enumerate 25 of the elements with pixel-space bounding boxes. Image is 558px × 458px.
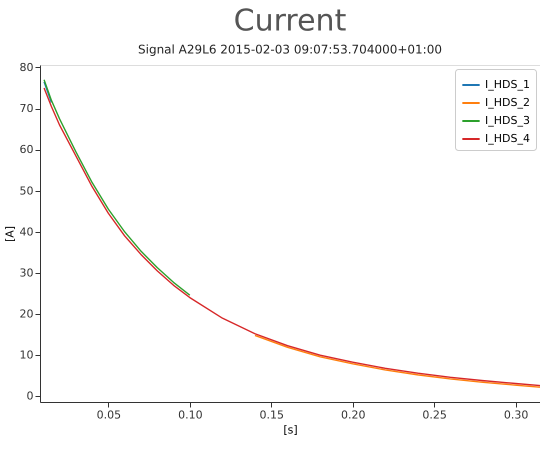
y-axis-title: [A] [4,226,17,242]
x-tick-label: 0.10 [178,408,203,422]
x-tick-label: 0.05 [96,408,122,422]
y-tick-label: 80 [20,60,34,74]
chart-subtitle: Signal A29L6 2015-02-03 09:07:53.704000+01:00 [138,42,442,56]
y-tick-label: 50 [20,184,34,198]
legend-label: I_HDS_2 [485,96,530,109]
x-tick-label: 0.20 [340,408,366,422]
y-tick-label: 30 [20,266,34,280]
chart-title: Current [234,3,347,38]
x-tick-label: 0.30 [504,408,528,422]
y-tick-label: 60 [20,143,34,156]
x-tick-label: 0.15 [260,408,284,422]
line-series [254,334,540,388]
y-tick-label: 70 [20,102,34,116]
y-tick-label: 0 [26,390,34,403]
y-tick-label: 10 [20,348,34,362]
x-axis-title: [s] [283,424,298,436]
x-tick-label: 0.25 [422,408,447,422]
y-tick-label: 20 [20,308,34,321]
legend-label: I_HDS_1 [485,78,530,91]
legend-label: I_HDS_4 [485,132,530,145]
legend-label: I_HDS_3 [485,114,530,127]
line-series [43,79,191,296]
y-tick-label: 40 [20,225,34,238]
